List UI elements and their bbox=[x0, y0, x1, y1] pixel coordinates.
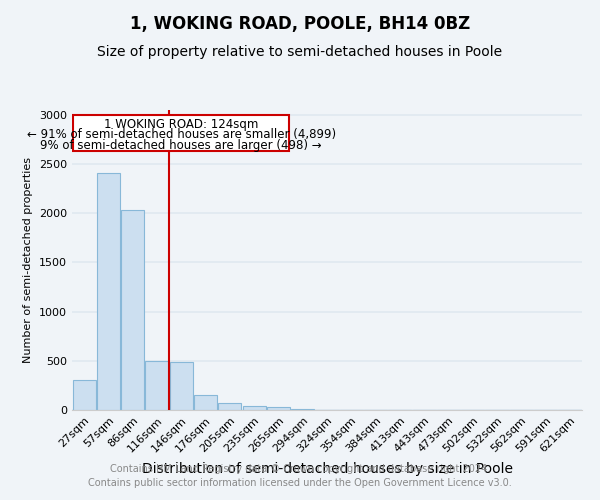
Bar bbox=[73, 380, 95, 410]
Y-axis label: Number of semi-detached properties: Number of semi-detached properties bbox=[23, 157, 34, 363]
Text: Contains HM Land Registry data © Crown copyright and database right 2024.
Contai: Contains HM Land Registry data © Crown c… bbox=[88, 464, 512, 487]
Bar bbox=[218, 403, 241, 410]
Bar bbox=[121, 210, 144, 410]
Bar bbox=[291, 409, 314, 410]
Text: 9% of semi-detached houses are larger (498) →: 9% of semi-detached houses are larger (4… bbox=[40, 139, 322, 152]
Text: ← 91% of semi-detached houses are smaller (4,899): ← 91% of semi-detached houses are smalle… bbox=[27, 128, 336, 141]
Bar bbox=[97, 173, 120, 410]
Bar bbox=[170, 362, 193, 410]
X-axis label: Distribution of semi-detached houses by size in Poole: Distribution of semi-detached houses by … bbox=[142, 462, 512, 476]
Bar bbox=[145, 361, 169, 410]
Text: 1 WOKING ROAD: 124sqm: 1 WOKING ROAD: 124sqm bbox=[104, 118, 259, 131]
Bar bbox=[242, 406, 266, 410]
Bar bbox=[194, 395, 217, 410]
Text: Size of property relative to semi-detached houses in Poole: Size of property relative to semi-detach… bbox=[97, 45, 503, 59]
Bar bbox=[73, 115, 289, 152]
Text: 1, WOKING ROAD, POOLE, BH14 0BZ: 1, WOKING ROAD, POOLE, BH14 0BZ bbox=[130, 15, 470, 33]
Bar bbox=[267, 406, 290, 410]
